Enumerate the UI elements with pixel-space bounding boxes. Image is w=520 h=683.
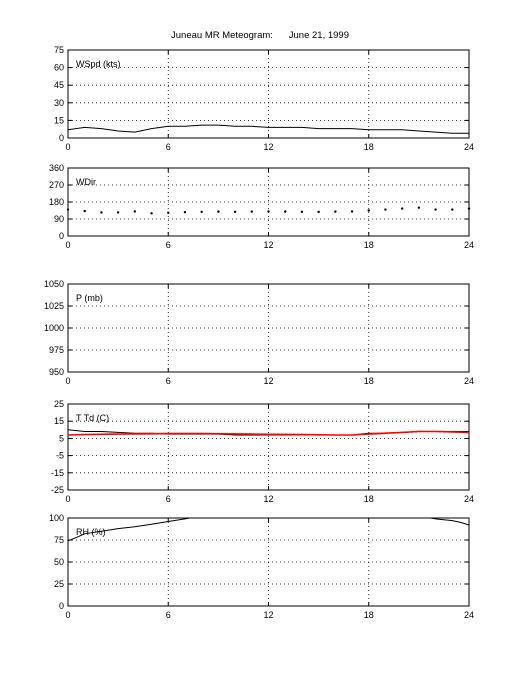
y-tick-label: 50 [54,557,64,567]
x-tick-label: 24 [464,142,474,152]
y-tick-label: 30 [54,98,64,108]
y-tick-label: 180 [49,197,64,207]
series-line-1 [67,517,191,542]
y-tick-label: 75 [54,535,64,545]
data-point [334,210,337,213]
y-tick-label: -25 [51,485,64,495]
y-tick-label: 0 [59,601,64,611]
y-tick-label: 45 [54,80,64,90]
data-point [167,211,170,214]
x-tick-label: 0 [65,376,70,386]
y-tick-label: 5 [59,433,64,443]
data-point [233,210,237,214]
x-tick-label: 18 [364,376,374,386]
x-tick-label: 6 [166,376,171,386]
x-tick-label: 12 [263,376,273,386]
x-tick-label: 18 [364,240,374,250]
y-tick-label: 15 [54,115,64,125]
panel-label: WSpd (kts) [76,59,121,69]
y-tick-label: -5 [56,451,64,461]
y-tick-label: -15 [51,468,64,478]
y-tick-label: 100 [49,513,64,523]
y-tick-label: 15 [54,416,64,426]
figure-title: Juneau MR Meteogram: June 21, 1999 [171,30,349,41]
data-point [317,210,320,214]
data-point [83,209,86,213]
data-point [400,207,404,210]
y-tick-label: 60 [54,63,64,73]
x-tick-label: 0 [65,494,70,504]
data-point [66,208,70,211]
x-tick-label: 12 [263,610,273,620]
y-tick-label: 1025 [44,301,64,311]
data-point [384,208,387,211]
y-tick-label: 25 [54,399,64,409]
x-tick-label: 18 [364,610,374,620]
data-point [150,212,153,215]
x-tick-label: 0 [65,240,70,250]
data-point [250,210,253,213]
series-line-2 [67,430,470,436]
data-point [434,208,437,211]
y-tick-label: 360 [49,163,64,173]
data-point [200,210,203,214]
y-tick-label: 75 [54,45,64,55]
data-point [300,210,304,214]
series-line-1 [67,124,469,134]
y-tick-label: 975 [49,345,64,355]
y-tick-label: 1050 [44,279,64,289]
x-tick-label: 12 [263,240,273,250]
x-tick-label: 24 [464,376,474,386]
data-point [284,210,287,213]
x-tick-label: 12 [263,494,273,504]
y-tick-label: 1000 [44,323,64,333]
x-tick-label: 18 [364,494,374,504]
panel-label: P (mb) [76,293,103,303]
x-tick-label: 24 [464,494,474,504]
x-tick-label: 6 [166,240,171,250]
x-tick-label: 6 [166,610,171,620]
x-tick-label: 18 [364,142,374,152]
x-tick-label: 0 [65,142,70,152]
data-point [451,208,454,211]
x-tick-label: 0 [65,610,70,620]
data-point [367,209,370,212]
panel-label: T Td (C) [76,413,109,423]
data-point [217,210,220,213]
data-point [267,210,270,213]
series-line-2 [430,517,470,526]
y-tick-label: 270 [49,180,64,190]
data-point [417,206,421,209]
data-point [100,211,103,214]
x-tick-label: 6 [166,142,171,152]
x-tick-label: 6 [166,494,171,504]
y-tick-label: 0 [59,133,64,143]
panel-label: RH (%) [76,527,106,537]
data-point [116,211,120,214]
data-point [350,210,354,213]
y-tick-label: 25 [54,579,64,589]
panel-label: WDir [76,177,96,187]
x-tick-label: 12 [263,142,273,152]
x-tick-label: 24 [464,240,474,250]
data-point [467,207,471,210]
y-tick-label: 0 [59,231,64,241]
x-tick-label: 24 [464,610,474,620]
y-tick-label: 90 [54,214,64,224]
y-tick-label: 950 [49,367,64,377]
data-point [183,211,187,214]
data-point [133,210,137,213]
